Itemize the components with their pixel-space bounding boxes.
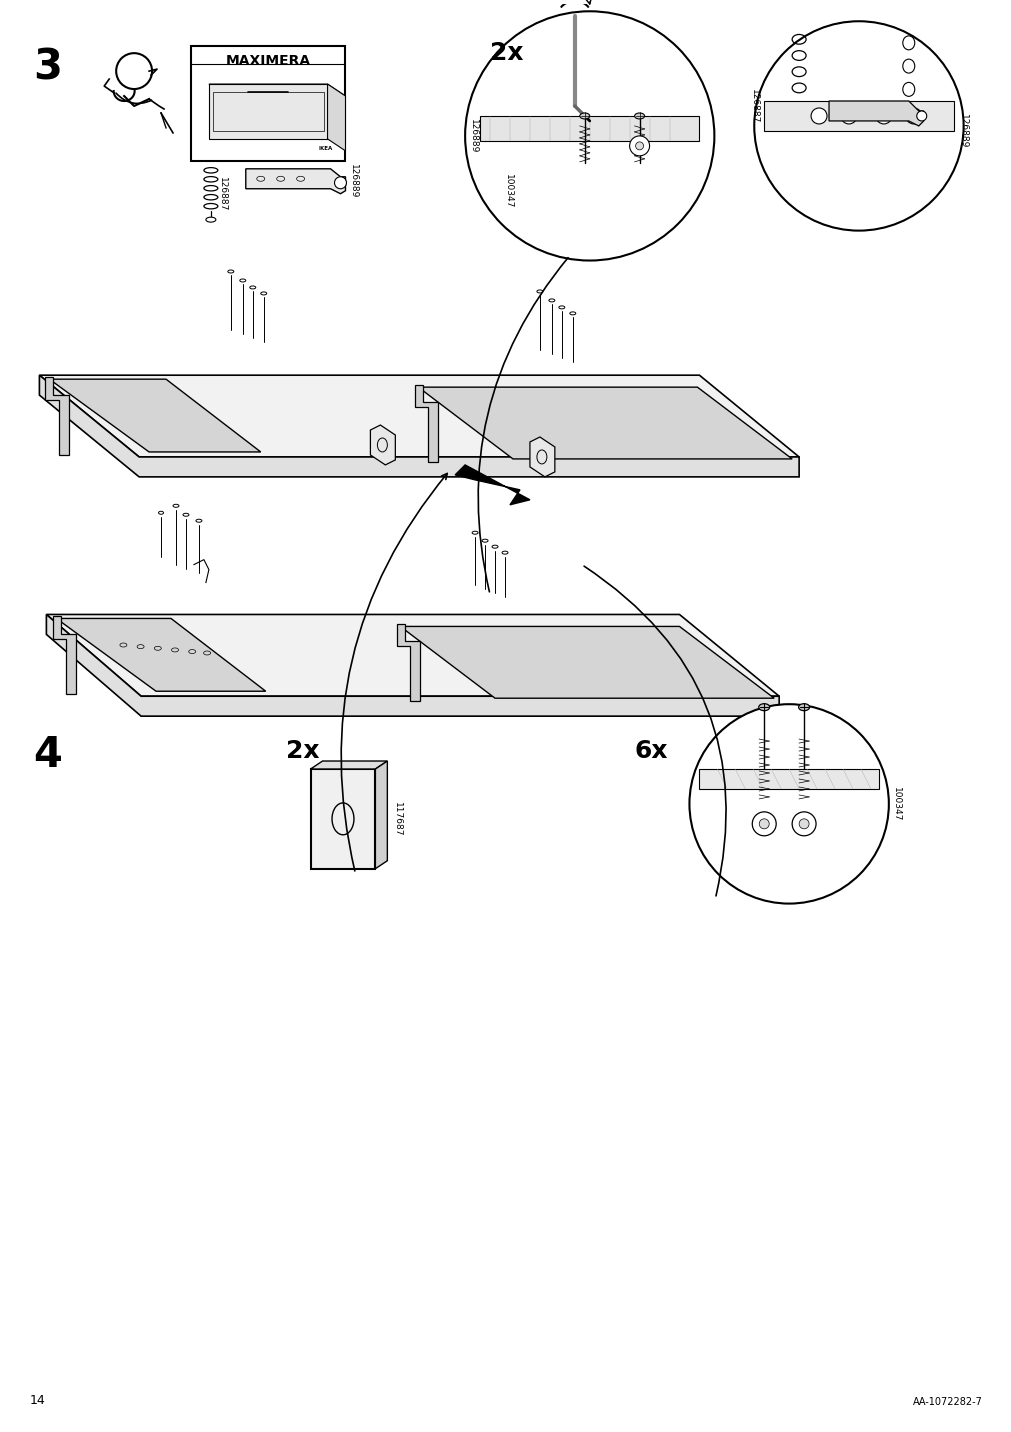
Circle shape	[799, 819, 808, 829]
Ellipse shape	[758, 703, 769, 710]
Text: 126887: 126887	[218, 176, 227, 211]
Circle shape	[758, 819, 768, 829]
Polygon shape	[370, 425, 395, 465]
Circle shape	[751, 812, 775, 836]
Text: 100347: 100347	[503, 173, 512, 208]
Text: 126889: 126889	[958, 113, 968, 147]
Ellipse shape	[481, 540, 487, 543]
Ellipse shape	[227, 271, 234, 274]
Polygon shape	[39, 375, 799, 477]
Ellipse shape	[173, 504, 179, 507]
Circle shape	[792, 812, 815, 836]
Text: 117687: 117687	[392, 802, 401, 836]
Text: 100347: 100347	[892, 786, 901, 821]
Polygon shape	[699, 769, 878, 789]
Ellipse shape	[196, 520, 202, 523]
Polygon shape	[418, 387, 792, 458]
Circle shape	[635, 142, 643, 150]
Ellipse shape	[634, 113, 644, 119]
Polygon shape	[310, 760, 387, 769]
Circle shape	[916, 110, 926, 120]
Circle shape	[905, 107, 921, 125]
Polygon shape	[54, 616, 76, 695]
Ellipse shape	[159, 511, 164, 514]
Polygon shape	[208, 84, 345, 96]
Ellipse shape	[250, 286, 256, 289]
Polygon shape	[50, 379, 261, 453]
Text: 2x: 2x	[285, 739, 318, 763]
Polygon shape	[479, 116, 699, 140]
Text: MAXIMERA: MAXIMERA	[225, 54, 310, 69]
Ellipse shape	[183, 513, 189, 517]
Ellipse shape	[558, 306, 564, 309]
Bar	[191, 46, 345, 160]
Text: 4: 4	[33, 735, 63, 776]
Text: 14: 14	[29, 1395, 45, 1408]
Circle shape	[335, 176, 346, 189]
Polygon shape	[45, 377, 69, 455]
Bar	[212, 92, 324, 130]
Ellipse shape	[798, 703, 809, 710]
Ellipse shape	[537, 289, 542, 294]
Circle shape	[688, 705, 888, 904]
Text: 2x: 2x	[489, 42, 523, 66]
Text: 6x: 6x	[634, 739, 667, 763]
Ellipse shape	[205, 218, 215, 222]
Ellipse shape	[579, 113, 589, 119]
Text: IKEA: IKEA	[318, 146, 333, 152]
Ellipse shape	[240, 279, 246, 282]
Ellipse shape	[501, 551, 508, 554]
Text: 126889: 126889	[468, 119, 477, 153]
Polygon shape	[828, 102, 923, 126]
Polygon shape	[530, 437, 554, 477]
Ellipse shape	[261, 292, 267, 295]
Circle shape	[810, 107, 826, 125]
Circle shape	[629, 136, 649, 156]
Ellipse shape	[548, 299, 554, 302]
Polygon shape	[208, 84, 328, 139]
Circle shape	[465, 11, 714, 261]
Ellipse shape	[491, 546, 497, 548]
Polygon shape	[47, 614, 778, 716]
Ellipse shape	[569, 312, 575, 315]
Polygon shape	[400, 626, 773, 699]
Polygon shape	[57, 619, 266, 692]
Circle shape	[753, 21, 962, 231]
Polygon shape	[763, 102, 952, 130]
Bar	[310, 769, 375, 869]
Text: 126887: 126887	[749, 89, 758, 123]
Polygon shape	[47, 614, 778, 696]
Polygon shape	[375, 760, 387, 869]
Polygon shape	[39, 375, 799, 457]
Polygon shape	[415, 385, 438, 463]
Polygon shape	[328, 84, 345, 150]
Text: AA-1072282-7: AA-1072282-7	[912, 1398, 982, 1408]
Text: 3: 3	[33, 46, 63, 89]
Polygon shape	[246, 169, 345, 193]
Circle shape	[876, 107, 891, 125]
Ellipse shape	[472, 531, 477, 534]
Polygon shape	[455, 465, 530, 505]
Text: 126889: 126889	[349, 163, 358, 198]
Polygon shape	[397, 624, 420, 702]
Circle shape	[840, 107, 856, 125]
